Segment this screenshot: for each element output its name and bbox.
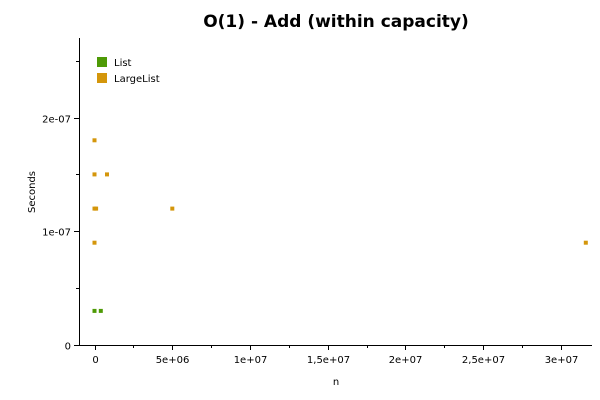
legend-swatch-list [97, 57, 107, 67]
y-ticks: 0 1e-07 2e-07 [42, 61, 79, 353]
data-point-list [92, 308, 97, 313]
data-point-largelist [94, 206, 99, 211]
data-point-list [98, 308, 103, 313]
legend-label-list: List [114, 58, 132, 69]
x-tick-label: 2e+07 [389, 355, 423, 366]
y-tick-label: 2e-07 [42, 115, 71, 126]
x-tick-label: 1,5e+07 [307, 355, 350, 366]
data-points [92, 138, 588, 313]
data-point-largelist [92, 138, 97, 143]
x-tick-label: 1e+07 [234, 355, 268, 366]
x-tick-label: 2,5e+07 [462, 355, 505, 366]
data-point-largelist [170, 206, 175, 211]
y-tick-label: 0 [65, 342, 71, 353]
data-point-largelist [92, 172, 97, 177]
data-point-largelist [92, 240, 97, 245]
x-ticks: 0 5e+06 1e+07 1,5e+07 2e+07 2,5e+07 3e+07 [92, 345, 578, 366]
legend-swatch-largelist [97, 73, 107, 83]
axes [79, 38, 592, 346]
legend: List LargeList [97, 57, 160, 85]
data-point-largelist [583, 240, 588, 245]
x-tick-label: 0 [92, 355, 98, 366]
y-tick-label: 1e-07 [42, 228, 71, 239]
data-point-largelist [105, 172, 109, 177]
legend-label-largelist: LargeList [114, 74, 160, 85]
y-axis-title: Seconds [27, 171, 38, 213]
chart-title: O(1) - Add (within capacity) [203, 12, 469, 32]
x-tick-label: 3e+07 [545, 355, 579, 366]
x-tick-label: 5e+06 [156, 355, 190, 366]
x-axis-title: n [333, 377, 339, 388]
